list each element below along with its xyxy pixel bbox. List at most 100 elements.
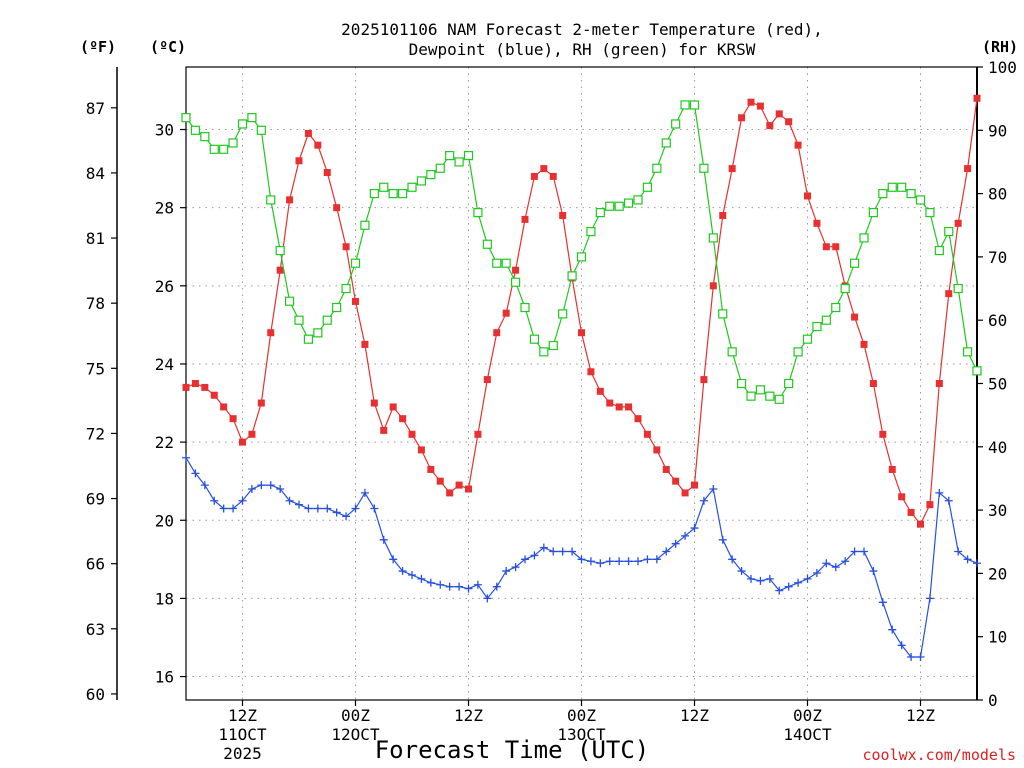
- dewpoint-point: [408, 570, 416, 579]
- temperature-point: [634, 415, 642, 423]
- temperature-point: [182, 383, 190, 391]
- rh-point: [369, 189, 379, 199]
- temperature-point: [239, 438, 246, 446]
- rh-point: [680, 100, 690, 110]
- temperature-point: [220, 403, 228, 411]
- dewpoint-point: [577, 555, 586, 564]
- dewpoint-point: [549, 547, 558, 556]
- dewpoint-point: [285, 496, 294, 505]
- temperature-point: [719, 211, 727, 219]
- temperature-point: [832, 243, 840, 251]
- temperature-point: [323, 169, 331, 176]
- rh-tick-label: 80: [988, 185, 1007, 204]
- temperature-point: [352, 297, 359, 305]
- dewpoint-point: [502, 567, 511, 576]
- temperature-point: [304, 129, 312, 137]
- dewpoint-point: [445, 582, 454, 591]
- rh-point: [228, 138, 238, 148]
- temperature-point: [879, 430, 887, 438]
- dewpoint-point: [483, 594, 492, 603]
- celsius-unit-label: (ºC): [150, 38, 186, 56]
- x-tick-label: 11OCT: [218, 725, 267, 744]
- dewpoint-point: [728, 555, 737, 564]
- dewpoint-point: [426, 578, 435, 587]
- dewpoint-point: [756, 576, 765, 585]
- rh-point: [633, 195, 643, 205]
- dewpoint-point: [784, 582, 793, 591]
- plot-frame: [185, 66, 978, 701]
- temperature-point: [945, 290, 953, 298]
- temperature-point: [446, 489, 454, 497]
- temperature-point: [813, 219, 821, 227]
- temperature-point: [917, 520, 924, 528]
- rh-point: [774, 394, 784, 404]
- rh-point: [463, 151, 474, 161]
- dewpoint-point: [238, 496, 247, 505]
- dewpoint-point: [511, 563, 520, 572]
- temperature-point: [954, 219, 962, 227]
- rh-point: [435, 163, 445, 173]
- temperature-point: [267, 329, 275, 337]
- rh-point: [614, 201, 624, 211]
- temperature-point: [191, 380, 199, 387]
- dewpoint-point: [935, 488, 944, 497]
- temperature-point: [747, 98, 755, 106]
- temperature-point: [709, 282, 717, 290]
- rh-point: [897, 182, 907, 192]
- dewpoint-point: [351, 504, 360, 513]
- temperature-point: [653, 446, 661, 454]
- celsius-tick-label: 18: [155, 589, 174, 608]
- temperature-point: [229, 415, 237, 423]
- series-line-rh: [185, 104, 978, 401]
- dewpoint-point: [492, 582, 501, 591]
- dewpoint-point: [379, 535, 388, 544]
- fahrenheit-tick-label: 60: [86, 685, 105, 704]
- rh-point: [529, 334, 540, 344]
- rh-point: [944, 226, 954, 237]
- rh-point: [802, 334, 813, 344]
- temperature-point: [427, 465, 435, 473]
- temperature-point: [389, 403, 397, 411]
- dewpoint-point: [398, 567, 407, 576]
- celsius-tick-label: 22: [155, 433, 174, 452]
- x-tick-label: 00Z: [567, 706, 596, 725]
- rh-point: [510, 277, 521, 287]
- rh-tick-label: 70: [988, 248, 1007, 267]
- temperature-point: [578, 329, 585, 337]
- dewpoint-point: [643, 555, 652, 564]
- temperature-point: [342, 243, 350, 251]
- chart-series: [181, 94, 982, 662]
- dewpoint-point: [907, 653, 916, 662]
- rh-point: [689, 100, 700, 110]
- x-axis-title: Forecast Time (UTC): [375, 736, 650, 764]
- temperature-point: [700, 376, 708, 384]
- dewpoint-point: [850, 547, 859, 556]
- series-line-temperature: [185, 98, 978, 526]
- rh-point: [821, 315, 831, 325]
- temperature-point: [276, 266, 284, 274]
- temperature-point: [530, 172, 538, 180]
- temperature-point: [973, 94, 981, 102]
- dewpoint-point: [944, 496, 953, 505]
- dewpoint-point: [191, 469, 200, 478]
- dewpoint-point: [276, 485, 285, 493]
- temperature-point: [756, 102, 764, 110]
- temperature-point: [907, 508, 915, 516]
- series-temperature: [182, 94, 981, 528]
- celsius-tick-label: 28: [155, 199, 174, 218]
- dewpoint-point: [841, 557, 850, 566]
- x-tick-label: 2025: [223, 744, 262, 763]
- x-tick-label: 13OCT: [557, 725, 606, 744]
- rh-point: [812, 321, 822, 332]
- rh-point: [934, 245, 944, 256]
- temperature-point: [295, 157, 303, 165]
- temperature-point: [370, 399, 378, 407]
- dewpoint-point: [897, 641, 906, 650]
- rh-point: [765, 391, 775, 401]
- rh-point: [237, 119, 248, 129]
- rh-point: [294, 315, 304, 325]
- temperature-point: [314, 141, 322, 149]
- temperature-point: [587, 368, 595, 376]
- rh-point: [558, 309, 568, 319]
